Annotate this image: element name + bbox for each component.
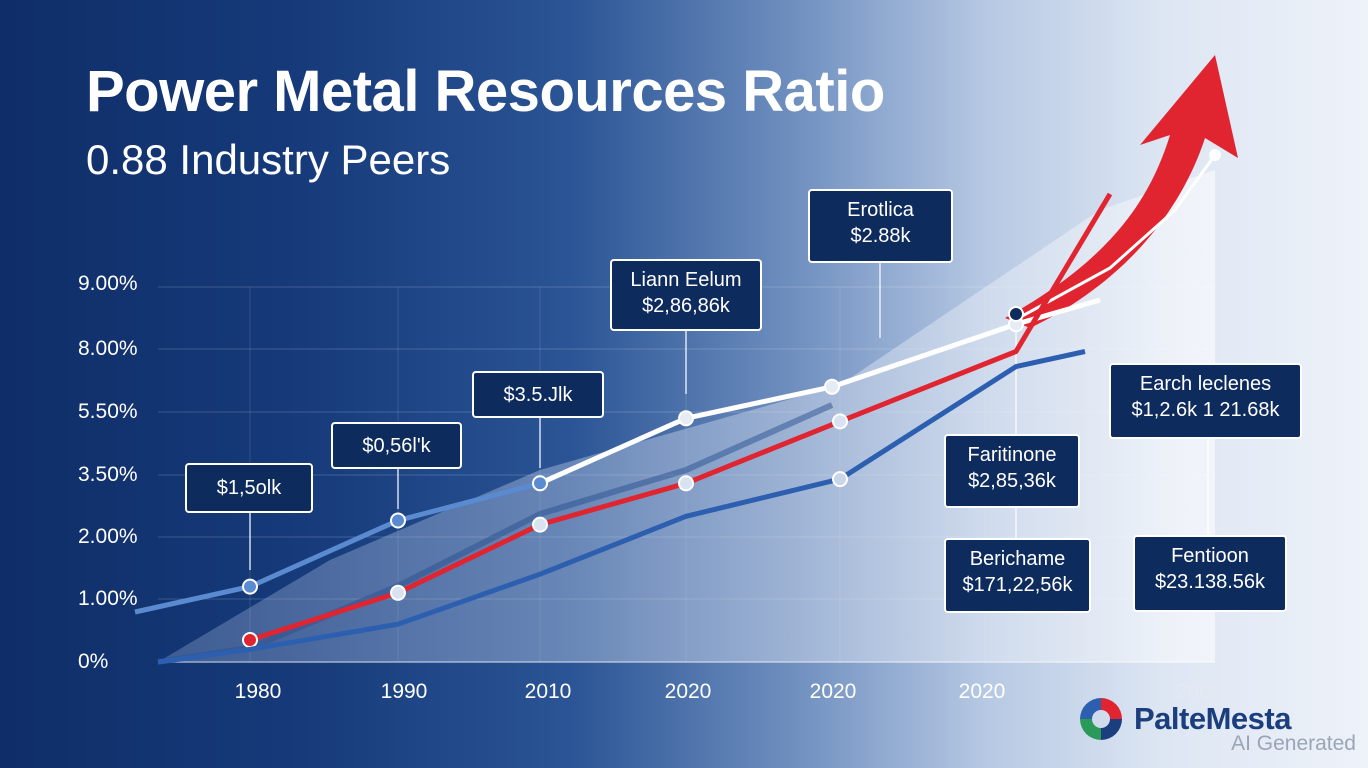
series-point-white <box>678 410 694 427</box>
series-point-red <box>678 475 694 492</box>
data-callout: Earch leclenes $1,2.6k 1 21.68k <box>1109 363 1302 439</box>
series-line-blue <box>157 349 1086 665</box>
series-point-white <box>824 378 840 395</box>
series-point-white <box>390 512 406 529</box>
callout-label: Liann Eelum <box>630 269 742 291</box>
y-tick-label: 3.50% <box>78 463 138 486</box>
y-tick-label: 1.00% <box>78 587 138 610</box>
callout-value: $2,86,86k <box>642 295 730 317</box>
callout-value: $1,2.6k 1 21.68k <box>1131 399 1280 421</box>
callout-label: Berichame <box>969 548 1066 570</box>
x-tick-label: 1980 <box>234 680 282 703</box>
data-callout: Faritinone $2,85,36k <box>944 434 1080 508</box>
callout-label: Erotlica <box>847 199 914 221</box>
data-callout: Erotlica $2.88k <box>808 189 953 263</box>
callout-label: Faritinone <box>967 444 1057 466</box>
ai-generated-watermark: AI Generated <box>1231 732 1356 755</box>
callout-value: $1,5olk <box>216 477 282 499</box>
x-tick-label: 2009 <box>1175 680 1223 703</box>
callout-label: Fentioon <box>1171 545 1249 567</box>
x-tick-label: 2020 <box>664 680 712 703</box>
series-point-navy <box>1008 306 1024 322</box>
chart-title: Power Metal Resources Ratio <box>86 59 885 124</box>
series-point-white <box>242 578 258 595</box>
series-point-blue <box>832 471 848 488</box>
data-callout: Berichame $171,22,56k <box>944 538 1091 613</box>
arrow-tip-point <box>1209 149 1221 161</box>
brand-logo: PalteMesta <box>1076 694 1291 744</box>
series-point-white <box>532 475 548 492</box>
callout-value: $0,56l'k <box>362 435 431 457</box>
data-callout: Fentioon $23.138.56k <box>1133 535 1287 612</box>
data-callout: $1,5olk <box>185 463 313 513</box>
y-tick-label: 9.00% <box>78 272 138 295</box>
callout-value: $23.138.56k <box>1154 571 1266 593</box>
callout-value: $3.5.Jlk <box>503 384 573 406</box>
white-arrow-edge <box>1014 154 1217 322</box>
brand-name: PalteMesta <box>1134 701 1291 736</box>
callout-value: $2.88k <box>850 225 911 247</box>
data-callout: $3.5.Jlk <box>472 371 604 418</box>
callout-value: $2,85,36k <box>968 470 1056 492</box>
x-tick-label: 2010 <box>524 680 572 703</box>
data-callout: $0,56l'k <box>331 422 462 469</box>
y-tick-label: 0% <box>78 650 109 673</box>
series-point-red <box>242 632 258 648</box>
callout-leaders <box>249 263 1209 570</box>
y-tick-label: 2.00% <box>78 525 138 548</box>
data-callout: Liann Eelum $2,86,86k <box>610 259 762 331</box>
callout-value: $171,22,56k <box>962 574 1073 596</box>
callout-label: Earch leclenes <box>1139 373 1272 395</box>
chart-subtitle: 0.88 Industry Peers <box>86 136 451 183</box>
series-point-red <box>390 584 406 601</box>
y-tick-label: 8.00% <box>78 337 138 360</box>
x-tick-label: 2020 <box>809 680 857 703</box>
red-trend-arrow <box>1005 55 1238 328</box>
x-tick-label: 2020 <box>958 680 1006 703</box>
series-point-red <box>832 413 848 430</box>
series-point-red <box>532 516 548 533</box>
circular-swirl-logo-icon <box>1080 698 1122 740</box>
series-line-light-blue <box>134 480 541 615</box>
series-group <box>134 192 1113 665</box>
x-tick-label: 1990 <box>380 680 428 703</box>
y-tick-label: 5.50% <box>78 400 138 423</box>
